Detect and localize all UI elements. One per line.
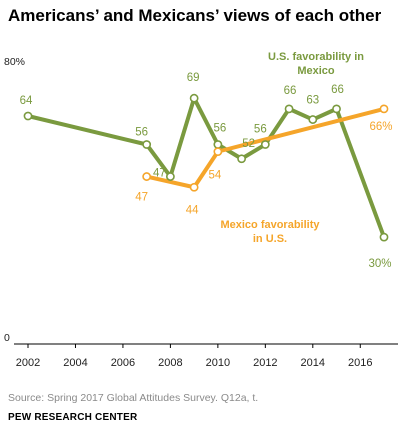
axes: 80% 0 2002 2004 2006 2008 2010 2012 2014 2016: [4, 56, 398, 369]
organization-name: PEW RESEARCH CENTER: [8, 412, 138, 423]
series-line-1: [144, 106, 386, 190]
data-label-s0-2010: 56: [213, 123, 226, 135]
data-point-s1-2009: [189, 182, 199, 192]
x-tick-label-2016: 2016: [348, 357, 372, 369]
data-point-s1-2017: [379, 104, 389, 114]
x-tick-label-2012: 2012: [253, 357, 277, 369]
data-label-s1-2010: 54: [208, 170, 221, 182]
y-tick-label-0: 0: [4, 332, 10, 344]
data-label-s0-2007: 56: [135, 127, 148, 139]
data-point-s0-2014: [308, 115, 318, 124]
data-point-s0-2009: [189, 93, 199, 103]
x-tick-label-2014: 2014: [301, 357, 325, 369]
data-labels: 64 56 47 69 56 52 56 66 63 66 30% U.S. favorability…: [20, 51, 393, 270]
data-label-s0-2008: 47: [153, 168, 166, 180]
data-point-s0-2010: [213, 140, 223, 149]
data-point-s1-2007: [142, 172, 152, 181]
data-point-s0-2015: [332, 104, 341, 114]
series-points: [23, 93, 389, 242]
data-label-s0-2015: 66: [331, 84, 344, 96]
x-tick-label-2008: 2008: [158, 357, 182, 369]
series-name-0-line-1: Mexico: [297, 65, 335, 77]
data-label-s0-2014: 63: [306, 95, 319, 107]
data-point-s0-2007: [142, 140, 152, 149]
x-tick-label-2010: 2010: [206, 357, 230, 369]
data-point-s0-2002: [23, 111, 33, 121]
data-label-s0-2009: 69: [187, 72, 200, 84]
data-label-s0-2017: 30%: [368, 258, 391, 270]
x-tick-label-2002: 2002: [16, 357, 40, 369]
data-label-s0-2002: 64: [20, 95, 33, 107]
data-label-s0-2011: 52: [242, 138, 255, 150]
series-name-0-line-0: U.S. favorability in: [268, 51, 364, 63]
series-name-1-line-1: in U.S.: [253, 233, 287, 245]
data-label-s1-2017: 66%: [369, 121, 392, 133]
chart-title: Americans’ and Mexicans’ views of each o…: [8, 6, 382, 25]
data-point-s0-2017: [379, 232, 389, 242]
data-label-s1-2009: 44: [186, 204, 199, 216]
data-point-s0-2008: [165, 172, 175, 181]
data-point-s0-2013: [284, 104, 294, 114]
source-note: Source: Spring 2017 Global Attitudes Sur…: [8, 392, 259, 404]
x-tick-label-2004: 2004: [63, 357, 87, 369]
x-tick-label-2006: 2006: [111, 357, 135, 369]
y-tick-label-80: 80%: [4, 56, 25, 68]
data-label-s0-2012: 56: [254, 124, 267, 136]
data-point-s0-2012: [260, 140, 270, 149]
data-point-s1-2010: [213, 147, 223, 157]
series-lines: [26, 96, 386, 240]
data-label-s1-2007: 47: [135, 192, 148, 204]
series-name-1-line-0: Mexico favorability: [220, 219, 320, 231]
data-label-s0-2013: 66: [284, 85, 297, 97]
data-point-s0-2011: [237, 154, 246, 164]
